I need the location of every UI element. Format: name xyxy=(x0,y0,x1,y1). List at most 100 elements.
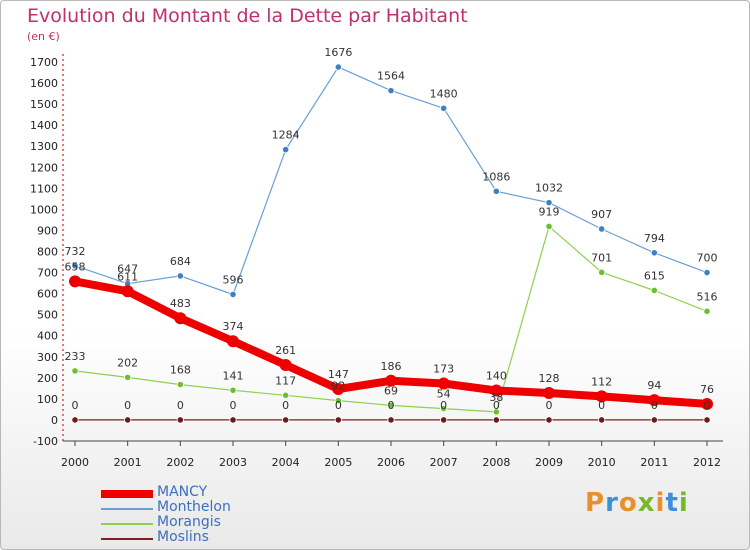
data-label-monthelon: 794 xyxy=(644,232,665,245)
data-label-moslins: 0 xyxy=(124,399,131,412)
data-label-morangis: 615 xyxy=(644,269,665,282)
data-point-monthelon xyxy=(229,290,237,299)
legend-swatch-morangis xyxy=(101,523,153,525)
chart-subtitle: (en €) xyxy=(27,30,60,43)
series-lines xyxy=(69,63,713,424)
data-label-morangis: 117 xyxy=(275,374,296,387)
data-point-morangis xyxy=(492,408,500,416)
logo-letter: o xyxy=(618,488,638,518)
data-label-mancy: 374 xyxy=(223,320,244,333)
data-point-morangis xyxy=(545,222,553,231)
data-point-moslins xyxy=(176,416,184,424)
data-point-monthelon xyxy=(176,272,184,280)
data-point-monthelon xyxy=(282,145,290,154)
y-tick-label: 400 xyxy=(37,330,58,343)
data-label-mancy: 140 xyxy=(486,369,507,382)
data-point-morangis xyxy=(334,396,342,405)
data-label-mancy: 186 xyxy=(381,360,402,373)
data-point-morangis xyxy=(703,307,711,315)
data-point-morangis xyxy=(387,401,395,410)
legend-swatch-monthelon xyxy=(101,508,153,510)
data-label-moslins: 0 xyxy=(546,399,553,412)
data-label-morangis: 919 xyxy=(539,205,560,218)
logo-letter: r xyxy=(605,488,619,518)
x-tick-label: 2006 xyxy=(377,456,405,469)
data-label-mancy: 128 xyxy=(539,372,560,385)
data-point-mancy xyxy=(121,285,134,298)
x-tick-label: 2008 xyxy=(482,456,510,469)
data-point-moslins xyxy=(282,416,290,424)
data-label-monthelon: 1284 xyxy=(272,129,300,142)
y-tick-label: 1200 xyxy=(30,161,58,174)
x-tick-label: 2003 xyxy=(219,456,247,469)
data-label-morangis: 92 xyxy=(331,380,345,393)
logo-letter: t xyxy=(665,488,679,518)
y-tick-label: 300 xyxy=(37,351,58,364)
data-label-monthelon: 700 xyxy=(697,252,718,265)
data-point-morangis xyxy=(176,380,184,389)
legend-label-moslins: Moslins xyxy=(157,529,209,545)
x-tick-label: 2010 xyxy=(588,456,616,469)
data-label-moslins: 0 xyxy=(598,399,605,412)
data-label-mancy: 173 xyxy=(433,363,454,376)
x-tick-label: 2012 xyxy=(693,456,721,469)
legend-label-morangis: Morangis xyxy=(157,514,221,530)
data-point-moslins xyxy=(598,416,606,424)
tick-labels: -100010020030040050060070080090010001100… xyxy=(30,56,721,469)
data-point-mancy xyxy=(69,275,81,288)
y-tick-label: 1000 xyxy=(30,203,58,216)
data-label-monthelon: 647 xyxy=(117,263,138,276)
y-tick-label: 1500 xyxy=(30,98,58,111)
data-label-moslins: 0 xyxy=(493,399,500,412)
data-point-moslins xyxy=(334,416,342,424)
data-labels: 0 0 0 0 0 0 0 0 0 0 0 0 0 233 202 168 141 117 92 69 54 38 919 7… xyxy=(65,46,718,412)
data-point-moslins xyxy=(71,416,79,424)
data-label-monthelon: 1676 xyxy=(324,46,352,59)
data-point-mancy xyxy=(648,394,661,407)
data-label-moslins: 0 xyxy=(72,399,79,412)
data-point-morangis xyxy=(124,373,132,382)
data-label-monthelon: 684 xyxy=(170,255,191,268)
logo-letter: i xyxy=(678,488,689,518)
y-tick-label: 500 xyxy=(37,309,58,322)
data-point-morangis xyxy=(650,286,658,295)
proxiti-logo: Proxiti xyxy=(585,488,689,518)
logo-letter: i xyxy=(655,488,666,518)
data-label-monthelon: 732 xyxy=(65,245,86,258)
data-point-monthelon xyxy=(492,187,500,195)
data-point-mancy xyxy=(490,384,503,397)
data-label-morangis: 516 xyxy=(697,290,718,303)
data-label-moslins: 0 xyxy=(651,399,658,412)
y-tick-label: 1100 xyxy=(30,182,58,195)
data-label-mancy: 483 xyxy=(170,297,191,310)
data-point-moslins xyxy=(124,416,132,424)
data-point-monthelon xyxy=(598,225,606,233)
legend-swatch-moslins xyxy=(101,538,153,540)
data-point-morangis xyxy=(229,386,237,394)
data-label-moslins: 0 xyxy=(388,399,395,412)
data-point-monthelon xyxy=(703,268,711,277)
data-point-moslins xyxy=(545,416,553,424)
data-point-moslins xyxy=(703,416,711,424)
data-point-mancy xyxy=(227,335,239,348)
data-point-monthelon xyxy=(650,249,658,257)
data-point-mancy xyxy=(174,312,187,325)
x-tick-label: 2000 xyxy=(61,456,89,469)
data-label-mancy: 147 xyxy=(328,368,349,381)
data-label-morangis: 233 xyxy=(65,350,86,363)
data-point-moslins xyxy=(387,416,395,424)
data-point-mancy xyxy=(543,386,555,399)
data-label-monthelon: 596 xyxy=(223,273,244,286)
data-point-mancy xyxy=(279,358,292,371)
data-point-moslins xyxy=(229,416,237,424)
data-point-morangis xyxy=(440,404,448,413)
data-label-moslins: 0 xyxy=(704,399,711,412)
x-tick-label: 2002 xyxy=(166,456,194,469)
chart-title: Evolution du Montant de la Dette par Hab… xyxy=(27,5,468,27)
y-tick-label: 1600 xyxy=(30,77,58,90)
y-tick-label: 1700 xyxy=(30,56,58,69)
data-label-morangis: 202 xyxy=(117,356,138,369)
data-point-morangis xyxy=(598,268,606,276)
logo-letter: x xyxy=(637,488,656,518)
